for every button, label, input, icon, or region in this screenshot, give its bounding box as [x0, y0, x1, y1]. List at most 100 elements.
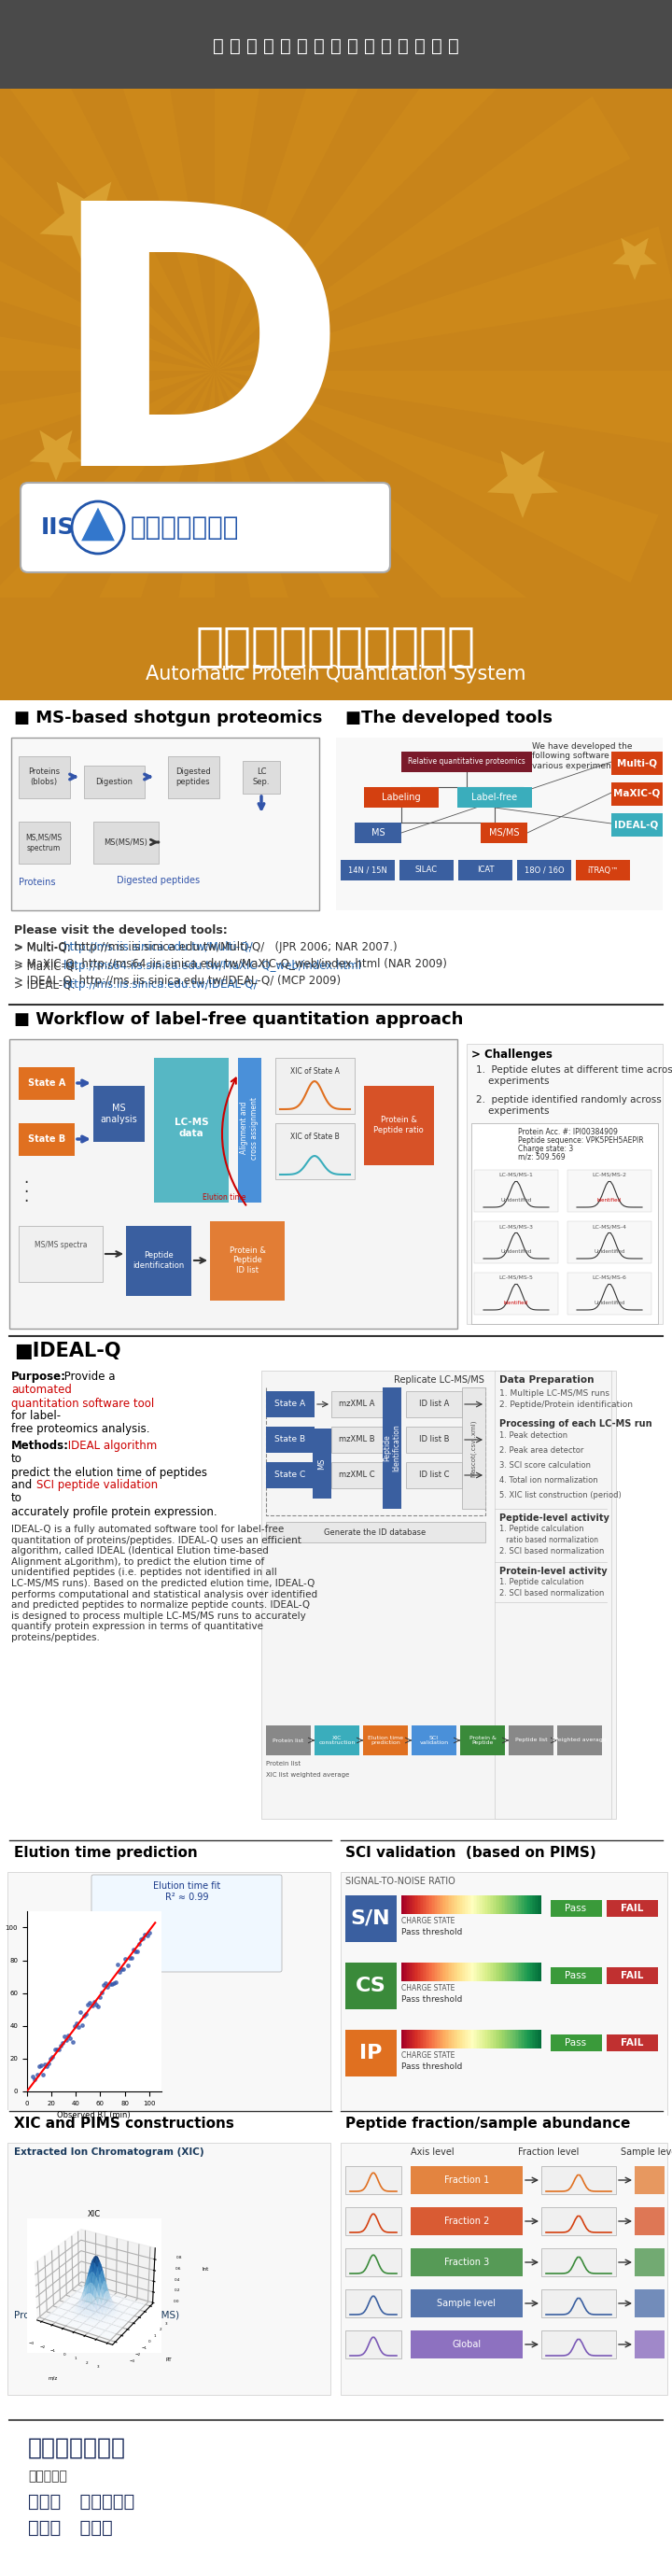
- Bar: [501, 1963, 502, 1981]
- Bar: [445, 1896, 446, 1914]
- Bar: [498, 1963, 499, 1981]
- Bar: [542, 2166, 616, 2195]
- Point: [55, 2025, 66, 2066]
- X-axis label: m/z: m/z: [48, 2375, 57, 2380]
- Point: [75, 1991, 85, 2032]
- Bar: [480, 1963, 481, 1981]
- Text: .: .: [24, 1188, 28, 1206]
- Bar: [341, 860, 395, 881]
- Text: Elution time prediction: Elution time prediction: [14, 1847, 198, 1860]
- Bar: [403, 2030, 404, 2048]
- Bar: [482, 1896, 484, 1914]
- Bar: [466, 1963, 467, 1981]
- Bar: [0, 1839, 336, 1865]
- Bar: [453, 2030, 454, 2048]
- Bar: [476, 2030, 477, 2048]
- Text: Projected Ion Mass Spectra (PIMS): Projected Ion Mass Spectra (PIMS): [14, 2311, 179, 2321]
- Text: ■IDEAL-Q: ■IDEAL-Q: [14, 1342, 121, 1360]
- Bar: [517, 2030, 519, 2048]
- Bar: [634, 2249, 665, 2277]
- Bar: [529, 1896, 530, 1914]
- Bar: [458, 1896, 459, 1914]
- Bar: [441, 2030, 442, 2048]
- Point: [110, 1960, 121, 2002]
- Bar: [481, 1963, 482, 1981]
- Bar: [476, 1896, 477, 1914]
- Bar: [364, 788, 439, 809]
- Text: MS
analysis: MS analysis: [100, 1103, 137, 1123]
- Text: State B: State B: [28, 1133, 65, 1144]
- Point: [34, 2045, 44, 2087]
- Text: Multi-Q: Multi-Q: [616, 757, 657, 768]
- Text: Digested peptides: Digested peptides: [117, 876, 200, 886]
- Bar: [480, 822, 528, 842]
- Text: Pass threshold: Pass threshold: [401, 2063, 462, 2071]
- Bar: [0, 2419, 672, 2576]
- Bar: [459, 1896, 460, 1914]
- Bar: [528, 1963, 529, 1981]
- Point: [36, 2045, 46, 2087]
- Text: Sample level: Sample level: [621, 2148, 672, 2156]
- Bar: [404, 2030, 405, 2048]
- Bar: [410, 2030, 411, 2048]
- Bar: [424, 1896, 425, 1914]
- Bar: [462, 1388, 485, 1510]
- Text: 1.  Peptide elutes at different time across
    experiments: 1. Peptide elutes at different time acro…: [476, 1066, 672, 1084]
- Text: SCI
validation: SCI validation: [419, 1736, 448, 1747]
- Bar: [462, 2030, 463, 2048]
- Bar: [407, 1963, 409, 1981]
- Bar: [436, 2030, 437, 2048]
- Bar: [499, 1963, 501, 1981]
- Text: LC-MS/MS-4: LC-MS/MS-4: [592, 1224, 627, 1229]
- Bar: [405, 1963, 407, 1981]
- Bar: [516, 1896, 517, 1914]
- Bar: [542, 2249, 616, 2277]
- Bar: [506, 1963, 508, 1981]
- Bar: [634, 2208, 665, 2236]
- Bar: [424, 1963, 425, 1981]
- Bar: [433, 2030, 435, 2048]
- Bar: [456, 1896, 458, 1914]
- Bar: [509, 1963, 511, 1981]
- Text: SILAC: SILAC: [415, 866, 437, 873]
- Bar: [414, 1963, 415, 1981]
- Point: [42, 2045, 52, 2087]
- Text: 2. Peptide/Protein identification: 2. Peptide/Protein identification: [499, 1401, 633, 1409]
- Bar: [523, 1963, 525, 1981]
- Bar: [462, 1896, 463, 1914]
- Text: LC-MS/MS-6: LC-MS/MS-6: [592, 1275, 627, 1280]
- Bar: [612, 783, 663, 806]
- Bar: [466, 1896, 467, 1914]
- Point: [32, 2053, 42, 2094]
- Bar: [537, 1963, 538, 1981]
- Bar: [511, 2030, 512, 2048]
- Text: Protein &
Peptide
ID list: Protein & Peptide ID list: [229, 1247, 265, 1275]
- Bar: [276, 1059, 355, 1113]
- Bar: [401, 1896, 403, 1914]
- Bar: [411, 2331, 523, 2360]
- Text: Labeling: Labeling: [382, 793, 421, 801]
- Bar: [502, 2030, 503, 2048]
- Title: XIC: XIC: [87, 2210, 101, 2218]
- Polygon shape: [0, 371, 214, 515]
- Text: Proteins
(blobs): Proteins (blobs): [28, 768, 60, 786]
- Bar: [410, 1963, 411, 1981]
- Bar: [484, 1896, 485, 1914]
- Bar: [0, 1005, 672, 1033]
- Text: Fraction level: Fraction level: [518, 2148, 579, 2156]
- Text: XIC of State A: XIC of State A: [290, 1066, 339, 1077]
- Bar: [428, 1963, 429, 1981]
- Text: Fraction 2: Fraction 2: [444, 2215, 489, 2226]
- Text: Weighted average: Weighted average: [552, 1739, 607, 1744]
- Bar: [509, 1726, 554, 1754]
- Point: [85, 1981, 95, 2022]
- Bar: [521, 1896, 523, 1914]
- Bar: [470, 1896, 471, 1914]
- Bar: [471, 1963, 472, 1981]
- Bar: [266, 1522, 485, 1543]
- Bar: [419, 2030, 421, 2048]
- Bar: [409, 2030, 410, 2048]
- Bar: [495, 2030, 497, 2048]
- Bar: [489, 1896, 491, 1914]
- Bar: [331, 1391, 382, 1417]
